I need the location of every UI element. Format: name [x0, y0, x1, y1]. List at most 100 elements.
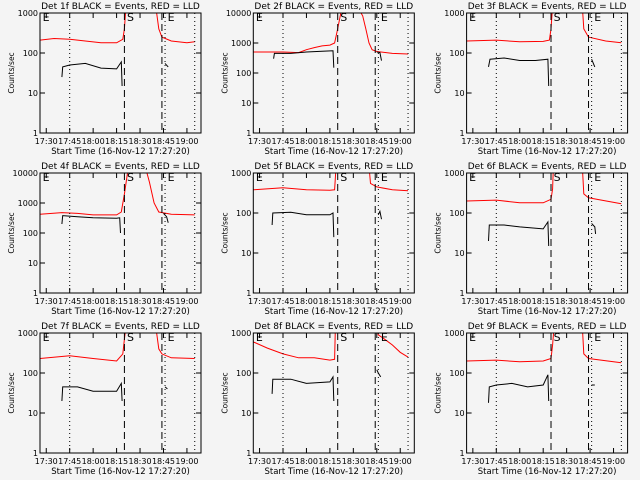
x-tick-label: 18:45 [579, 457, 602, 466]
panel-det-7: ESE17:3017:4518:0018:1518:3018:4519:0011… [7, 322, 202, 477]
x-axis-label: Start Time (16-Nov-12 17:27:20) [264, 307, 403, 317]
x-tick-label: 18:30 [555, 457, 578, 466]
y-axis-label: Counts/sec [7, 212, 16, 253]
y-tick-label: 1000 [18, 9, 38, 18]
x-tick-label: 18:00 [295, 297, 318, 306]
panel-det-3: ESE17:3017:4518:0018:1518:3018:4519:0011… [434, 2, 629, 157]
x-tick-label: 17:30 [248, 137, 271, 146]
y-tick-label: 1000 [18, 199, 38, 208]
x-tick-label: 18:15 [318, 457, 341, 466]
series-events-line [488, 220, 550, 247]
x-tick-label: 18:30 [342, 137, 365, 146]
x-tick-label: 18:45 [365, 297, 388, 306]
panel-title: Det 7f BLACK = Events, RED = LLD [41, 322, 200, 332]
series-lld-line [466, 333, 555, 363]
series-lld-line [253, 333, 336, 361]
series-lld-line [40, 173, 195, 216]
x-tick-label: 18:30 [342, 297, 365, 306]
marker-label: S [127, 171, 134, 184]
series-events-line [273, 50, 335, 68]
x-tick-label: 18:00 [295, 137, 318, 146]
series-events-line [591, 223, 597, 234]
x-tick-label: 19:00 [602, 297, 625, 306]
y-tick-label: 10 [454, 249, 464, 258]
marker-label: E [381, 11, 388, 24]
y-tick-label: 10 [241, 249, 251, 258]
series-events-line [488, 57, 550, 87]
y-tick-label: 10 [241, 99, 251, 108]
x-tick-label: 18:30 [342, 457, 365, 466]
x-tick-label: 18:45 [365, 137, 388, 146]
panel-title: Det 3f BLACK = Events, RED = LLD [468, 2, 627, 12]
x-axis-label: Start Time (16-Nov-12 17:27:20) [51, 307, 190, 317]
y-tick-label: 1 [33, 449, 38, 458]
y-tick-label: 10 [241, 409, 251, 418]
y-tick-label: 1000 [18, 329, 38, 338]
panel-title: Det 1f BLACK = Events, RED = LLD [41, 2, 200, 12]
x-tick-label: 18:15 [105, 297, 128, 306]
y-tick-label: 10 [28, 89, 38, 98]
marker-label: S [340, 171, 347, 184]
marker-label: S [340, 331, 347, 344]
x-tick-label: 17:30 [248, 457, 271, 466]
y-tick-label: 1 [460, 129, 465, 138]
series-lld-line [253, 173, 337, 191]
series-lld-line [369, 173, 409, 192]
marker-label: S [127, 11, 134, 24]
x-tick-label: 17:45 [58, 297, 81, 306]
marker-label: S [127, 331, 134, 344]
series-lld-line [40, 13, 127, 44]
y-axis-label: Counts/sec [434, 212, 443, 253]
series-events-line [163, 213, 169, 223]
series-events-line [271, 375, 335, 402]
x-tick-label: 19:00 [175, 137, 198, 146]
y-tick-label: 100 [23, 369, 38, 378]
x-tick-label: 17:30 [461, 457, 484, 466]
y-tick-label: 10000 [226, 9, 251, 18]
x-tick-label: 19:00 [389, 457, 412, 466]
plot-frame [39, 12, 202, 134]
panel-det-9: ESE17:3017:4518:0018:1518:3018:4519:0011… [434, 322, 629, 477]
y-tick-label: 100 [449, 209, 464, 218]
panel-title: Det 2f BLACK = Events, RED = LLD [254, 2, 413, 12]
x-tick-label: 18:15 [532, 297, 555, 306]
y-tick-label: 10 [454, 89, 464, 98]
x-tick-label: 19:00 [175, 297, 198, 306]
panel-det-2: ESE17:3017:4518:0018:1518:3018:4519:0011… [220, 2, 415, 157]
marker-label: E [381, 171, 388, 184]
y-axis-label: Counts/sec [220, 372, 229, 413]
x-tick-label: 19:00 [602, 137, 625, 146]
y-tick-label: 1000 [444, 329, 464, 338]
x-tick-label: 18:45 [152, 297, 175, 306]
series-lld-line [156, 333, 195, 359]
x-tick-label: 18:45 [579, 297, 602, 306]
y-tick-label: 100 [236, 369, 251, 378]
panel-title: Det 6f BLACK = Events, RED = LLD [468, 162, 627, 172]
series-events-line [271, 211, 335, 238]
y-axis-label: Counts/sec [7, 372, 16, 413]
panel-det-1: ESE17:3017:4518:0018:1518:3018:4519:0011… [7, 2, 202, 157]
marker-label: S [554, 331, 561, 344]
panel-title: Det 9f BLACK = Events, RED = LLD [468, 322, 627, 332]
marker-label: E [168, 331, 175, 344]
panel-title: Det 4f BLACK = Events, RED = LLD [41, 162, 200, 172]
plot-frame [466, 12, 629, 134]
panel-det-5: ESE17:3017:4518:0018:1518:3018:4519:0011… [220, 162, 415, 317]
x-tick-label: 17:45 [271, 297, 294, 306]
x-tick-label: 17:45 [58, 137, 81, 146]
y-tick-label: 1 [33, 129, 38, 138]
x-axis-label: Start Time (16-Nov-12 17:27:20) [51, 147, 190, 157]
x-tick-label: 18:00 [508, 137, 531, 146]
x-tick-label: 18:30 [555, 137, 578, 146]
x-tick-label: 17:30 [35, 137, 58, 146]
marker-label: E [594, 11, 601, 24]
y-tick-label: 100 [23, 49, 38, 58]
marker-label: E [168, 11, 175, 24]
series-events-line [164, 63, 169, 68]
x-tick-label: 17:45 [271, 137, 294, 146]
x-tick-label: 17:30 [35, 297, 58, 306]
x-axis-label: Start Time (16-Nov-12 17:27:20) [478, 307, 617, 317]
x-tick-label: 18:30 [555, 297, 578, 306]
series-events-line [61, 60, 123, 87]
